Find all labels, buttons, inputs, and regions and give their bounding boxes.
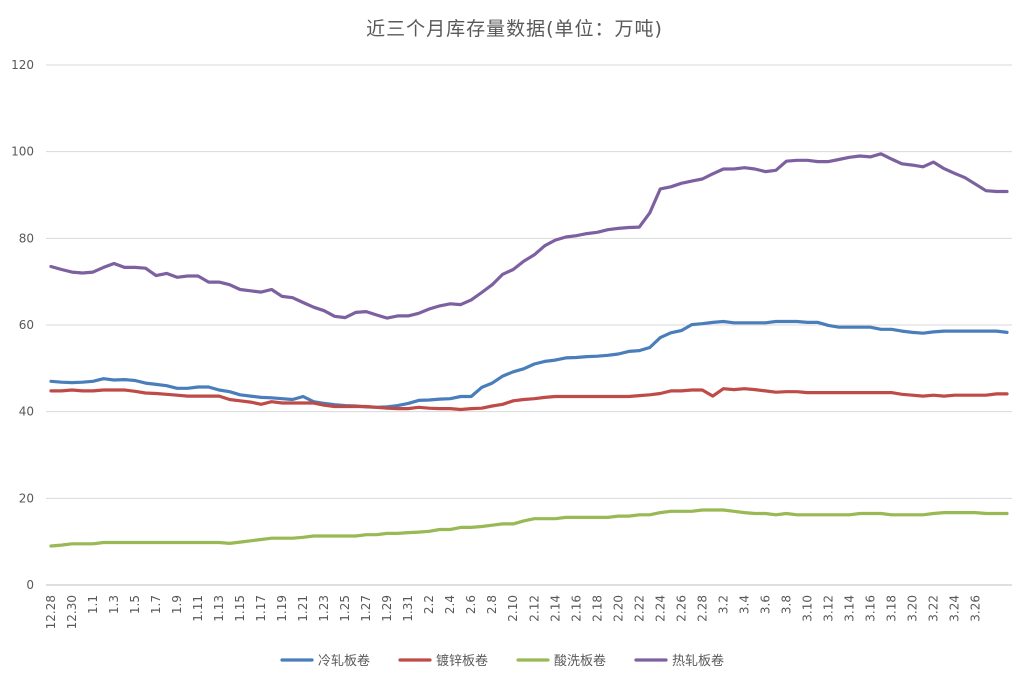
x-tick-label: 1.1	[86, 595, 100, 614]
x-tick-label: 3.26	[968, 595, 982, 622]
legend-label: 冷轧板卷	[318, 653, 370, 669]
x-tick-label: 3.14	[842, 595, 856, 622]
y-tick-label: 0	[26, 578, 34, 592]
x-tick-label: 2.24	[653, 595, 667, 622]
x-tick-label: 1.13	[212, 595, 226, 622]
series-lines	[49, 152, 1009, 548]
x-tick-label: 2.2	[422, 595, 436, 614]
x-tick-label: 1.25	[338, 595, 352, 622]
x-tick-label: 1.11	[191, 595, 205, 622]
legend-label: 热轧板卷	[672, 653, 724, 669]
x-tick-label: 2.6	[464, 595, 478, 614]
series-line	[49, 387, 1009, 412]
x-tick-label: 3.10	[800, 595, 814, 622]
x-tick-label: 2.8	[485, 595, 499, 614]
x-tick-label: 3.22	[926, 595, 940, 622]
x-tick-label: 1.9	[170, 595, 184, 614]
series-line	[49, 508, 1009, 548]
x-tick-label: 1.23	[317, 595, 331, 622]
x-axis: 12.28 12.30 1.1 1.3 1.5 1.7 1.9 1.11 1.13 1.15 1.1…	[44, 595, 982, 629]
y-tick-label: 40	[19, 405, 34, 419]
series-line	[49, 319, 1009, 409]
x-tick-label: 3.2	[716, 595, 730, 614]
x-tick-label: 1.27	[359, 595, 373, 622]
x-tick-label: 3.20	[905, 595, 919, 622]
series-line	[49, 152, 1009, 320]
x-tick-label: 1.17	[254, 595, 268, 622]
y-tick-label: 60	[19, 318, 34, 332]
x-tick-label: 12.30	[65, 595, 79, 629]
x-tick-label: 2.28	[695, 595, 709, 622]
legend: 冷轧板卷 镀锌板卷 酸洗板卷 热轧板卷	[280, 653, 724, 669]
x-tick-label: 1.29	[380, 595, 394, 622]
legend-label: 镀锌板卷	[436, 653, 488, 669]
x-tick-label: 2.10	[506, 595, 520, 622]
x-tick-label: 3.12	[821, 595, 835, 622]
y-tick-label: 120	[11, 58, 34, 72]
x-tick-label: 1.21	[296, 595, 310, 622]
x-tick-label: 1.7	[149, 595, 163, 614]
gridlines	[46, 64, 1012, 586]
x-tick-label: 1.3	[107, 595, 121, 614]
y-tick-label: 20	[19, 491, 34, 505]
x-tick-label: 3.16	[863, 595, 877, 622]
x-tick-label: 1.19	[275, 595, 289, 622]
x-tick-label: 1.15	[233, 595, 247, 622]
x-tick-label: 2.12	[527, 595, 541, 622]
x-tick-label: 2.14	[548, 595, 562, 622]
x-tick-label: 2.18	[590, 595, 604, 622]
x-tick-label: 2.22	[632, 595, 646, 622]
y-tick-label: 80	[19, 231, 34, 245]
y-axis: 0 20 40 60 80 100 120	[11, 58, 34, 592]
x-tick-label: 1.31	[401, 595, 415, 622]
x-tick-label: 3.24	[947, 595, 961, 622]
x-tick-label: 2.4	[443, 595, 457, 614]
chart-title: 近三个月库存量数据(单位：万吨)	[366, 18, 663, 40]
x-tick-label: 3.6	[758, 595, 772, 614]
x-tick-label: 12.28	[44, 595, 58, 629]
x-tick-label: 3.18	[884, 595, 898, 622]
x-tick-label: 3.4	[737, 595, 751, 614]
y-tick-label: 100	[11, 145, 34, 159]
x-tick-label: 2.26	[674, 595, 688, 622]
x-tick-label: 2.20	[611, 595, 625, 622]
x-tick-label: 1.5	[128, 595, 142, 614]
x-tick-label: 2.16	[569, 595, 583, 622]
legend-label: 酸洗板卷	[554, 653, 606, 669]
x-tick-label: 3.8	[779, 595, 793, 614]
